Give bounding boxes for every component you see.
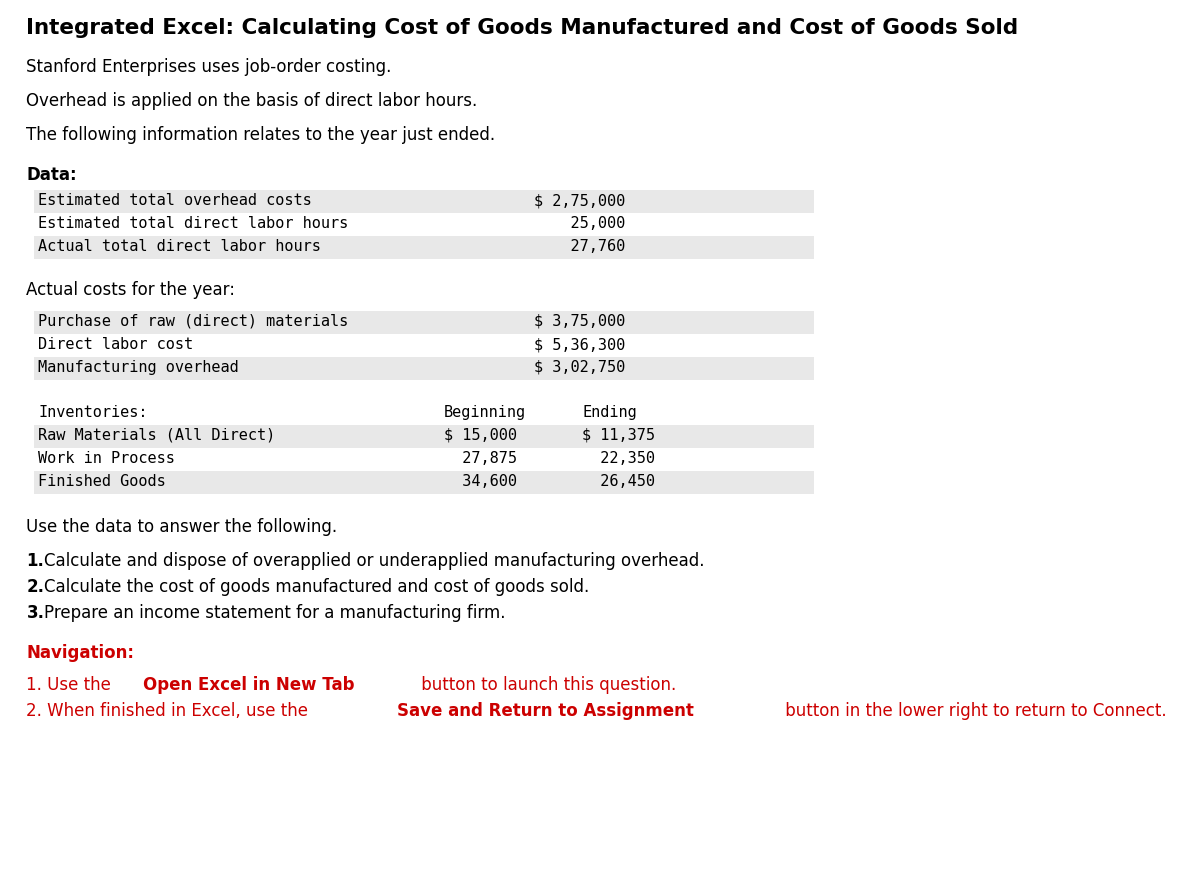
Text: Beginning: Beginning <box>444 405 526 420</box>
Text: Manufacturing overhead: Manufacturing overhead <box>38 360 239 375</box>
Text: $ 3,75,000: $ 3,75,000 <box>534 314 625 329</box>
Text: $ 3,02,750: $ 3,02,750 <box>534 360 625 375</box>
Text: Estimated total overhead costs: Estimated total overhead costs <box>38 193 312 208</box>
Text: Integrated Excel: Calculating Cost of Goods Manufactured and Cost of Goods Sold: Integrated Excel: Calculating Cost of Go… <box>26 18 1019 38</box>
Text: Use the data to answer the following.: Use the data to answer the following. <box>26 518 337 536</box>
Text: Raw Materials (All Direct): Raw Materials (All Direct) <box>38 428 276 443</box>
Text: 2. When finished in Excel, use the: 2. When finished in Excel, use the <box>26 702 313 720</box>
Text: Prepare an income statement for a manufacturing firm.: Prepare an income statement for a manufa… <box>44 604 506 622</box>
Text: Estimated total direct labor hours: Estimated total direct labor hours <box>38 216 349 231</box>
Bar <box>35 236 815 259</box>
Text: Open Excel in New Tab: Open Excel in New Tab <box>143 676 354 694</box>
Text: 25,000: 25,000 <box>534 216 625 231</box>
Text: 34,600: 34,600 <box>444 474 517 489</box>
Text: 1.: 1. <box>26 552 44 570</box>
Text: $ 11,375: $ 11,375 <box>582 428 655 443</box>
Bar <box>35 190 815 213</box>
Text: Purchase of raw (direct) materials: Purchase of raw (direct) materials <box>38 314 349 329</box>
Text: The following information relates to the year just ended.: The following information relates to the… <box>26 126 496 144</box>
Text: Save and Return to Assignment: Save and Return to Assignment <box>397 702 694 720</box>
Text: button to launch this question.: button to launch this question. <box>415 676 676 694</box>
Text: Calculate and dispose of overapplied or underapplied manufacturing overhead.: Calculate and dispose of overapplied or … <box>44 552 704 570</box>
Text: 27,760: 27,760 <box>534 239 625 254</box>
Text: button in the lower right to return to Connect.: button in the lower right to return to C… <box>780 702 1166 720</box>
Text: 2.: 2. <box>26 578 44 596</box>
Text: Calculate the cost of goods manufactured and cost of goods sold.: Calculate the cost of goods manufactured… <box>44 578 589 596</box>
Text: Overhead is applied on the basis of direct labor hours.: Overhead is applied on the basis of dire… <box>26 92 478 110</box>
Text: 1. Use the: 1. Use the <box>26 676 116 694</box>
Bar <box>35 425 815 448</box>
Text: Finished Goods: Finished Goods <box>38 474 166 489</box>
Text: $ 5,36,300: $ 5,36,300 <box>534 337 625 352</box>
Text: 26,450: 26,450 <box>582 474 655 489</box>
Text: 3.: 3. <box>26 604 44 622</box>
Text: Actual costs for the year:: Actual costs for the year: <box>26 281 235 299</box>
Text: Inventories:: Inventories: <box>38 405 148 420</box>
Text: Direct labor cost: Direct labor cost <box>38 337 193 352</box>
Text: Ending: Ending <box>582 405 637 420</box>
Text: $ 15,000: $ 15,000 <box>444 428 517 443</box>
Bar <box>35 357 815 380</box>
Bar <box>35 311 815 334</box>
Text: Stanford Enterprises uses job-order costing.: Stanford Enterprises uses job-order cost… <box>26 58 391 76</box>
Bar <box>35 471 815 494</box>
Text: 27,875: 27,875 <box>444 451 517 466</box>
Text: 22,350: 22,350 <box>582 451 655 466</box>
Text: Data:: Data: <box>26 166 77 184</box>
Text: Navigation:: Navigation: <box>26 644 134 662</box>
Text: $ 2,75,000: $ 2,75,000 <box>534 193 625 208</box>
Text: Actual total direct labor hours: Actual total direct labor hours <box>38 239 322 254</box>
Text: Work in Process: Work in Process <box>38 451 175 466</box>
